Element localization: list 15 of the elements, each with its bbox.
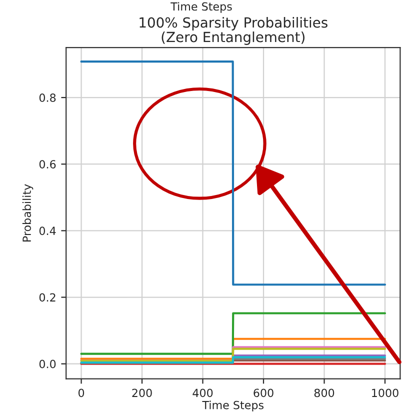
- y-tick-label: 0.4: [39, 226, 56, 236]
- y-tick-label: 0.8: [39, 94, 56, 102]
- x-tick-label: 0: [78, 388, 84, 398]
- x-tick-label: 400: [192, 388, 213, 398]
- y-axis-title: Probability: [22, 184, 34, 242]
- x-axis-title: Time Steps: [202, 400, 264, 412]
- x-tick-label: 800: [314, 388, 334, 398]
- y-tick-label: 0.0: [39, 360, 56, 368]
- x-tick-label: 600: [254, 388, 274, 398]
- y-tick-label: 0.6: [39, 160, 56, 168]
- x-tick-label: 1000: [372, 388, 398, 398]
- y-tick-label: 0.2: [39, 293, 56, 302]
- x-tick-label: 200: [132, 388, 152, 398]
- chart-title: 100% Sparsity Probabilities (Zero Entanglement): [140, 17, 328, 45]
- text: Time Steps: [170, 2, 232, 13]
